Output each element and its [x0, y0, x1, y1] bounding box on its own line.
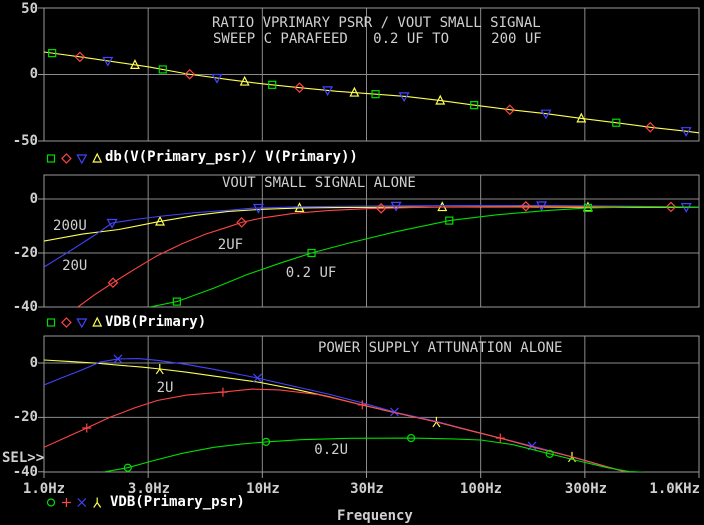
plot1-title: RATIO VPRIMARY PSRR / VOUT SMALL SIGNAL: [212, 15, 541, 31]
curve-label-2u: 2U: [156, 379, 174, 396]
xtick-10hz: 10Hz: [246, 481, 280, 497]
xtick-1khz: 1.0KHz: [649, 481, 700, 497]
plot3-title: POWER SUPPLY ATTUNATION ALONE: [318, 340, 563, 356]
plot3-trace-name[interactable]: VDB(Primary_psr): [110, 494, 245, 510]
plot-area-vout[interactable]: [44, 175, 699, 307]
plot1-trace-name[interactable]: db(V(Primary_psr)/ V(Primary)): [105, 149, 358, 165]
plot1-ytick-m50: -50: [12, 133, 38, 149]
plot2-ytick-0: 0: [29, 191, 38, 207]
selected-plot-indicator: SEL>>: [2, 450, 45, 466]
xtick-30hz: 30Hz: [350, 481, 384, 497]
xtick-300hz: 300Hz: [564, 481, 608, 497]
plot3-ytick-0: 0: [29, 355, 38, 371]
xtick-3hz: 3.0Hz: [127, 481, 171, 497]
xtick-100hz: 100Hz: [459, 481, 503, 497]
plot3-ytick-m40: -40: [12, 464, 38, 480]
plot2-title: VOUT SMALL SIGNAL ALONE: [222, 175, 416, 191]
plot2-ytick-m40: -40: [12, 299, 38, 315]
curve-label-0p2u: 0.2U: [314, 441, 349, 458]
curve-label-0p2uf: 0.2 UF: [285, 264, 337, 281]
curve-label-2uf: 2UF: [217, 236, 244, 253]
plot3-ytick-m20: -20: [12, 409, 38, 425]
plot-area-psr[interactable]: [44, 336, 699, 472]
plot2-trace-name[interactable]: VDB(Primary): [105, 314, 207, 330]
plot1-ytick-50: 50: [21, 1, 38, 17]
xtick-1hz: 1.0Hz: [22, 481, 66, 497]
curve-label-200u: 200U: [53, 217, 87, 234]
plot2-ytick-m20: -20: [12, 245, 38, 261]
plot1-subtitle: SWEEP C PARAFEED 0.2 UF TO 200 UF: [213, 31, 542, 47]
x-axis-title: Frequency: [337, 508, 413, 524]
plot1-ytick-0: 0: [29, 66, 38, 82]
curve-label-20u: 20U: [62, 257, 88, 274]
